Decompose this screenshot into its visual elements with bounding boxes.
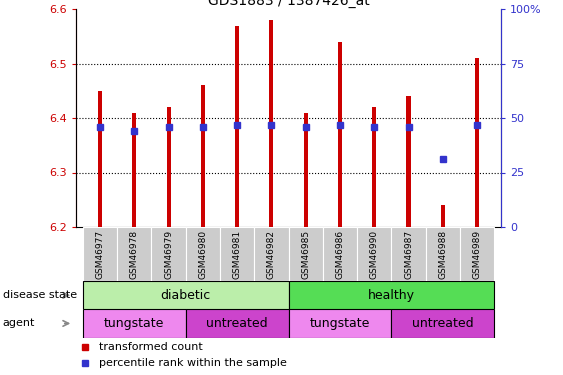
Bar — [289, 309, 391, 338]
Bar — [220, 227, 254, 281]
Bar — [441, 205, 445, 227]
Text: healthy: healthy — [368, 289, 415, 302]
Bar — [235, 26, 239, 227]
Bar — [426, 227, 460, 281]
Bar — [406, 96, 410, 227]
Bar — [269, 20, 274, 227]
Bar — [372, 107, 376, 227]
Text: diabetic: diabetic — [160, 289, 211, 302]
Bar — [323, 227, 357, 281]
Text: GSM46989: GSM46989 — [472, 230, 481, 279]
Text: GSM46985: GSM46985 — [301, 230, 310, 279]
Bar — [201, 86, 205, 227]
Text: GSM46979: GSM46979 — [164, 230, 173, 279]
Bar — [132, 112, 136, 227]
Bar — [475, 58, 479, 227]
Text: GSM46977: GSM46977 — [96, 230, 105, 279]
Text: untreated: untreated — [412, 317, 473, 330]
Text: agent: agent — [3, 318, 35, 328]
Text: GSM46981: GSM46981 — [233, 230, 242, 279]
Bar — [167, 107, 171, 227]
Text: GSM46978: GSM46978 — [130, 230, 139, 279]
Bar — [117, 227, 151, 281]
Bar — [338, 42, 342, 227]
Bar — [98, 91, 102, 227]
Title: GDS1883 / 1387426_at: GDS1883 / 1387426_at — [208, 0, 369, 8]
Text: tungstate: tungstate — [104, 317, 164, 330]
Bar — [83, 309, 186, 338]
Text: GSM46980: GSM46980 — [198, 230, 207, 279]
Bar — [151, 227, 186, 281]
Text: transformed count: transformed count — [100, 342, 203, 352]
Bar — [303, 112, 308, 227]
Text: GSM46986: GSM46986 — [336, 230, 345, 279]
Text: percentile rank within the sample: percentile rank within the sample — [100, 358, 287, 368]
Bar — [83, 227, 117, 281]
Bar — [289, 227, 323, 281]
Bar — [83, 281, 289, 309]
Text: tungstate: tungstate — [310, 317, 370, 330]
Bar — [391, 227, 426, 281]
Bar — [254, 227, 289, 281]
Bar — [357, 227, 391, 281]
Text: GSM46990: GSM46990 — [370, 230, 379, 279]
Bar — [186, 309, 289, 338]
Text: disease state: disease state — [3, 290, 77, 300]
Bar — [186, 227, 220, 281]
Text: untreated: untreated — [206, 317, 268, 330]
Text: GSM46987: GSM46987 — [404, 230, 413, 279]
Bar — [289, 281, 494, 309]
Bar — [460, 227, 494, 281]
Text: GSM46988: GSM46988 — [438, 230, 447, 279]
Text: GSM46982: GSM46982 — [267, 230, 276, 279]
Bar — [391, 309, 494, 338]
